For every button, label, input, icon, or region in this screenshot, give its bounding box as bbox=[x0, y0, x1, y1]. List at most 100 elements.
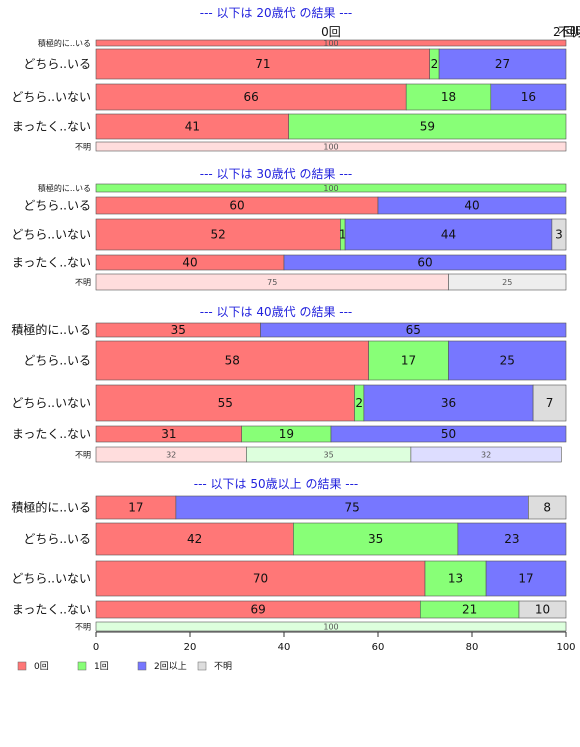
data-label: 36 bbox=[441, 396, 456, 410]
legend-item: 1回 bbox=[77, 661, 109, 672]
data-label: 3 bbox=[555, 228, 563, 242]
data-label: 7 bbox=[546, 396, 554, 410]
row-label: どちら..いる bbox=[23, 354, 91, 368]
bar-row: どちら..いない 55 2 36 7 bbox=[11, 384, 567, 422]
chart-panel: --- 以下は 40歳代 の結果 --- 積極的に..いる 35 65 どちら..いる 5… bbox=[11, 305, 567, 463]
data-label: 2 bbox=[431, 57, 439, 71]
data-label: 75 bbox=[267, 278, 277, 287]
bar-segment bbox=[368, 340, 449, 381]
x-axis: 0 20 40 60 80 100 bbox=[93, 631, 576, 653]
bar-segment bbox=[518, 600, 567, 619]
data-label: 18 bbox=[441, 90, 456, 104]
bar-row: 積極的に..いる 35 65 bbox=[11, 322, 567, 338]
data-label: 17 bbox=[518, 572, 533, 586]
bar-segment bbox=[344, 218, 553, 251]
bar-row: 不明 32 35 32 bbox=[75, 446, 562, 463]
chart-panel: --- 以下は 50歳以上 の結果 --- 積極的に..いる 17 75 8 どちら..い… bbox=[11, 477, 567, 632]
data-label: 60 bbox=[229, 199, 244, 213]
bar-segment bbox=[438, 48, 567, 80]
bar-row: どちら..いる 42 35 23 bbox=[23, 522, 567, 556]
bar-segment bbox=[485, 560, 567, 597]
row-label: どちら..いない bbox=[11, 572, 91, 586]
bar-row: どちら..いない 66 18 16 bbox=[11, 83, 567, 111]
row-label: 積極的に..いる bbox=[38, 38, 91, 48]
legend-swatch bbox=[77, 661, 87, 671]
x-tick-label: 80 bbox=[466, 642, 479, 653]
data-label: 23 bbox=[504, 532, 519, 546]
bar-segment bbox=[95, 218, 341, 251]
row-label: 積極的に..いる bbox=[11, 322, 91, 337]
row-label: まったく..ない bbox=[12, 120, 91, 134]
panel-title: --- 以下は 40歳代 の結果 --- bbox=[200, 305, 353, 319]
row-label: どちら..いる bbox=[23, 199, 91, 213]
bar-segment bbox=[448, 273, 567, 291]
data-label: 32 bbox=[166, 451, 176, 460]
row-label: どちら..いる bbox=[23, 57, 91, 71]
bar-row: まったく..ない 41 59 bbox=[12, 113, 567, 140]
data-label: 40 bbox=[464, 199, 479, 213]
data-label: 31 bbox=[161, 427, 176, 441]
bar-segment bbox=[551, 218, 567, 251]
bar-row: どちら..いる 58 17 25 bbox=[23, 340, 567, 381]
x-tick-label: 100 bbox=[556, 642, 575, 653]
data-label: 8 bbox=[543, 501, 551, 515]
data-label: 25 bbox=[500, 354, 515, 368]
data-label: 69 bbox=[251, 603, 266, 617]
bar-row: まったく..ない 40 60 bbox=[12, 254, 567, 271]
bar-row: どちら..いない 70 13 17 bbox=[11, 560, 567, 597]
top-header-crowded-label: 不明 bbox=[558, 25, 580, 39]
chart-panel: --- 以下は 20歳代 の結果 --- 積極的に..いる 100 どちら..いる 71… bbox=[11, 6, 567, 152]
data-label: 100 bbox=[323, 184, 338, 193]
row-label: まったく..ない bbox=[12, 427, 91, 441]
data-label: 58 bbox=[225, 354, 240, 368]
legend: 0回 1回 2回以上 不明 bbox=[17, 661, 232, 672]
bar-row: どちら..いる 60 40 bbox=[23, 196, 567, 215]
data-label: 59 bbox=[420, 120, 435, 134]
x-tick-label: 40 bbox=[278, 642, 291, 653]
bar-segment bbox=[95, 340, 369, 381]
data-label: 75 bbox=[345, 501, 360, 515]
data-label: 42 bbox=[187, 532, 202, 546]
bar-row: まったく..ない 31 19 50 bbox=[12, 425, 567, 443]
data-label: 71 bbox=[255, 57, 270, 71]
row-label: 積極的に..いる bbox=[11, 500, 91, 515]
data-label: 10 bbox=[535, 603, 550, 617]
legend-item: 0回 bbox=[17, 661, 49, 672]
data-label: 100 bbox=[323, 143, 338, 152]
row-label: まったく..ない bbox=[12, 256, 91, 270]
legend-label: 不明 bbox=[214, 661, 232, 672]
bar-segment bbox=[95, 384, 355, 422]
bar-segment bbox=[95, 48, 431, 80]
panel-title: --- 以下は 50歳以上 の結果 --- bbox=[194, 477, 359, 491]
data-label: 66 bbox=[243, 90, 258, 104]
data-label: 35 bbox=[324, 451, 334, 460]
bar-segment bbox=[532, 384, 567, 422]
x-tick-label: 20 bbox=[184, 642, 197, 653]
bar-segment bbox=[448, 340, 567, 381]
panel-title: --- 以下は 20歳代 の結果 --- bbox=[200, 6, 353, 20]
bar-segment bbox=[288, 113, 567, 140]
legend-item: 2回以上 bbox=[137, 661, 187, 672]
top-header-crowded-label: 2 bbox=[553, 25, 561, 39]
chart-panel: --- 以下は 30歳代 の結果 --- 積極的に..いる 100 どちら..いる 60… bbox=[11, 167, 567, 291]
row-label: どちら..いない bbox=[11, 90, 91, 104]
bar-row: まったく..ない 69 21 10 bbox=[12, 600, 567, 619]
data-label: 70 bbox=[253, 572, 268, 586]
data-label: 40 bbox=[182, 256, 197, 270]
legend-label: 2回以上 bbox=[154, 661, 187, 672]
data-label: 100 bbox=[323, 623, 338, 632]
bar-segment bbox=[410, 446, 562, 463]
bar-row: 不明 100 bbox=[75, 141, 567, 152]
bar-row: 積極的に..いる 100 bbox=[38, 38, 567, 48]
bar-row: どちら..いない 52 1 44 3 bbox=[11, 218, 567, 251]
top-header-label: 0回 bbox=[321, 25, 341, 39]
bar-segment bbox=[528, 495, 567, 520]
data-label: 19 bbox=[279, 427, 294, 441]
legend-label: 1回 bbox=[94, 661, 109, 672]
x-tick-label: 60 bbox=[372, 642, 385, 653]
row-label: まったく..ない bbox=[12, 603, 91, 617]
bar-segment bbox=[95, 621, 567, 632]
bar-segment bbox=[330, 425, 567, 443]
data-label: 13 bbox=[448, 572, 463, 586]
